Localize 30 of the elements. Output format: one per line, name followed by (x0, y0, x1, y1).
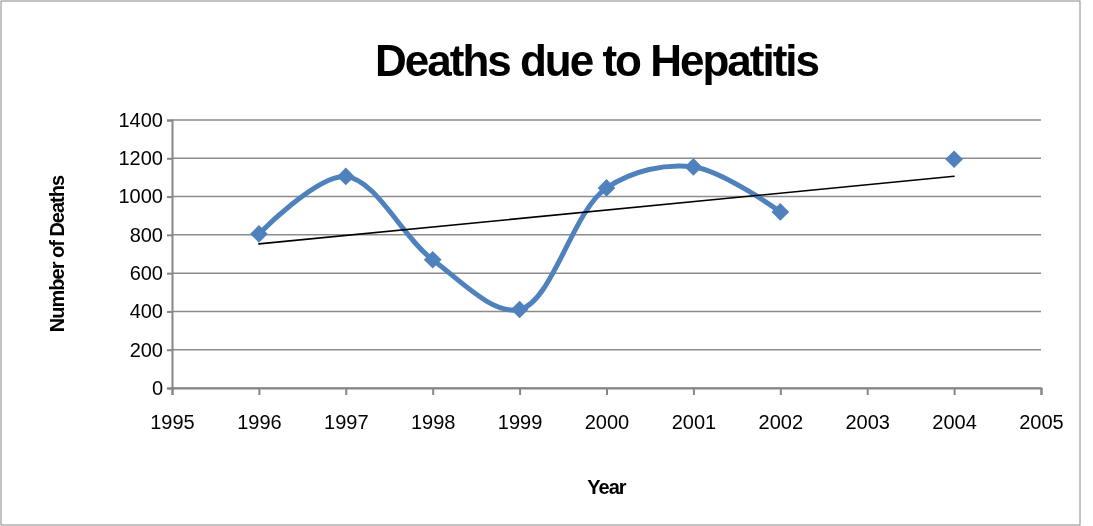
y-tick-label: 1000 (118, 185, 163, 208)
point (423, 250, 442, 269)
point (250, 225, 268, 243)
x-tick-label: 2000 (584, 411, 630, 434)
y-tick-label: 200 (129, 338, 163, 361)
y-tick-label: 0 (151, 376, 163, 399)
y-axis-title: Number of Deaths (46, 175, 68, 333)
x-tick-label: 2005 (1019, 411, 1064, 434)
x-tick-label: 2003 (845, 411, 890, 434)
point (336, 167, 355, 186)
chart-title: Deaths due to Hepatitis (375, 36, 819, 85)
x-tick-label: 2002 (758, 411, 804, 434)
point (771, 203, 790, 221)
x-tick-label: 1998 (410, 411, 456, 434)
y-tick-label: 400 (129, 300, 163, 323)
y-tick-label: 600 (129, 262, 163, 285)
x-axis-title: Year (587, 476, 627, 498)
x-tick-label: 2001 (671, 411, 717, 434)
point (510, 300, 529, 319)
point (684, 158, 703, 176)
point (945, 150, 963, 169)
x-tick-label: 1995 (150, 411, 195, 434)
y-tick-label: 1400 (118, 108, 163, 131)
x-tick-label: 1999 (497, 411, 543, 434)
x-tick-label: 1997 (324, 411, 369, 434)
y-tick-label: 1200 (118, 147, 163, 170)
point (597, 179, 616, 197)
x-tick-label: 1996 (237, 411, 282, 434)
x-tick-label: 2004 (932, 411, 977, 434)
y-tick-label: 800 (129, 223, 163, 246)
